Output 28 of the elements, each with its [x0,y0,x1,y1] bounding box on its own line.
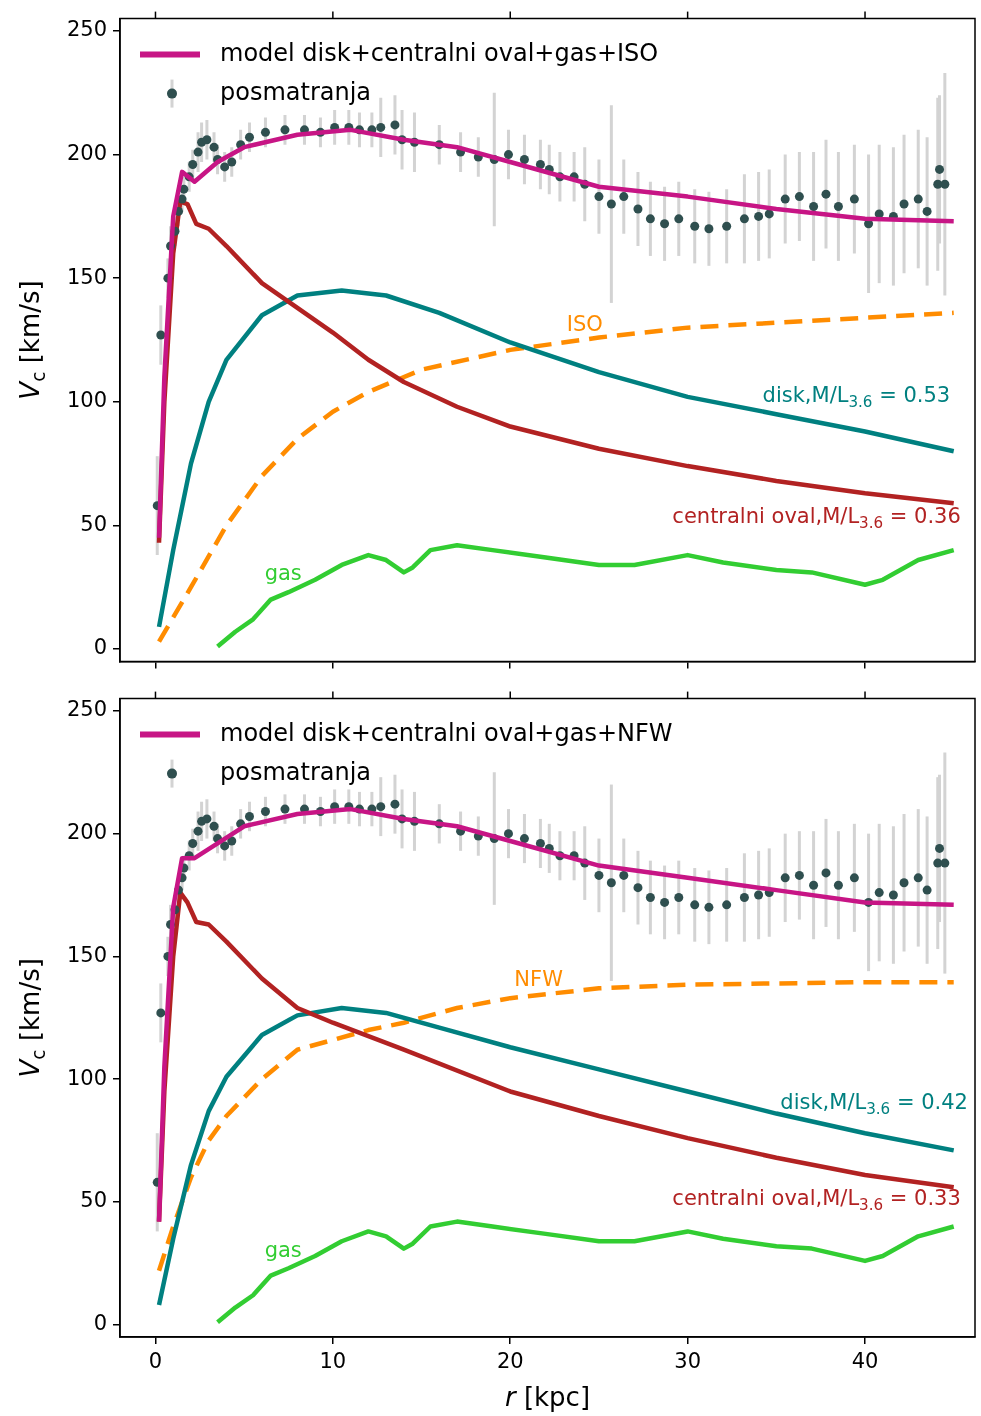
y-axis-title: Vc [km/s] [14,280,49,400]
y-tick-label: 0 [93,1311,107,1336]
series-label: NFW [514,967,564,992]
x-tick-label: 10 [319,1349,347,1374]
y-tick-label: 250 [66,17,107,42]
x-tick-label: 20 [496,1349,524,1374]
y-tick-label: 150 [66,264,107,289]
legend-label: model disk+centralni oval+gas+NFW [220,718,673,747]
x-tick-label: 30 [674,1349,701,1374]
series-label: gas [264,1237,302,1262]
legend-label: model disk+centralni oval+gas+ISO [220,38,659,67]
y-tick-label: 0 [93,635,107,660]
y-tick-label: 200 [66,820,107,845]
y-tick-label: 200 [66,141,107,166]
y-axis-title: Vc [km/s] [14,958,49,1078]
y-tick-label: 50 [80,1188,107,1213]
series-label: ISO [566,311,603,336]
legend-label: posmatranja [220,77,372,106]
legend-label: posmatranja [220,757,372,786]
y-tick-label: 50 [80,511,107,536]
y-tick-label: 100 [66,1065,107,1090]
y-tick-label: 100 [66,388,107,413]
x-tick-label: 0 [148,1349,163,1374]
y-tick-label: 150 [66,942,107,967]
x-axis-title: r [kpc] [504,1381,591,1412]
series-label: gas [264,561,302,586]
x-tick-label: 40 [851,1349,879,1374]
y-tick-label: 250 [66,697,107,722]
